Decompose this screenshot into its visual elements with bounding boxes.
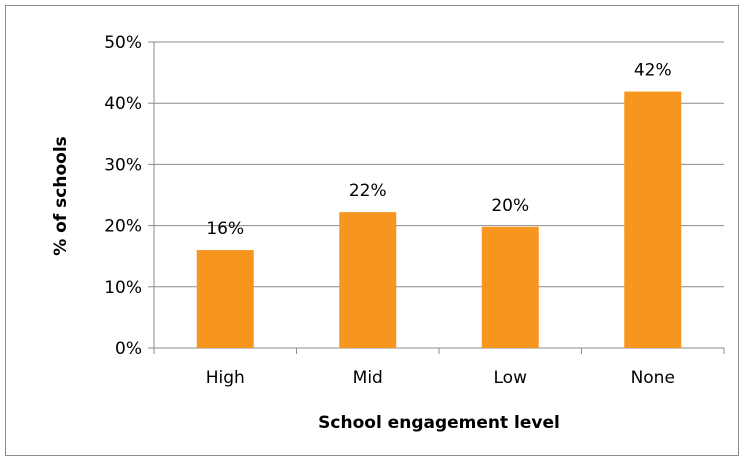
y-tick-label: 30% bbox=[104, 155, 142, 175]
x-tick-label: Low bbox=[494, 368, 528, 388]
data-label: 16% bbox=[206, 219, 244, 239]
x-tick-label: Mid bbox=[353, 368, 383, 388]
y-tick-label: 20% bbox=[104, 217, 142, 237]
y-axis-title: % of schools bbox=[51, 136, 71, 256]
data-label: 20% bbox=[491, 196, 529, 216]
x-axis-title: School engagement level bbox=[318, 413, 560, 433]
y-tick-label: 50% bbox=[104, 33, 142, 53]
data-label: 42% bbox=[634, 61, 672, 81]
bar-low bbox=[481, 226, 539, 348]
x-tick-label: None bbox=[631, 368, 675, 388]
bar-none bbox=[624, 91, 682, 349]
bar-mid bbox=[339, 212, 397, 348]
bar-high bbox=[196, 250, 254, 348]
bars bbox=[196, 91, 682, 349]
x-tick-labels: High Mid Low None bbox=[206, 368, 675, 388]
x-tick-label: High bbox=[206, 368, 245, 388]
y-tick-label: 10% bbox=[104, 278, 142, 298]
y-tick-label: 40% bbox=[104, 94, 142, 114]
data-labels: 16% 22% 20% 42% bbox=[206, 61, 671, 240]
y-tick-label: 0% bbox=[115, 339, 142, 359]
y-tick-labels: 0% 10% 20% 30% 40% 50% bbox=[104, 33, 142, 359]
data-label: 22% bbox=[349, 181, 387, 201]
